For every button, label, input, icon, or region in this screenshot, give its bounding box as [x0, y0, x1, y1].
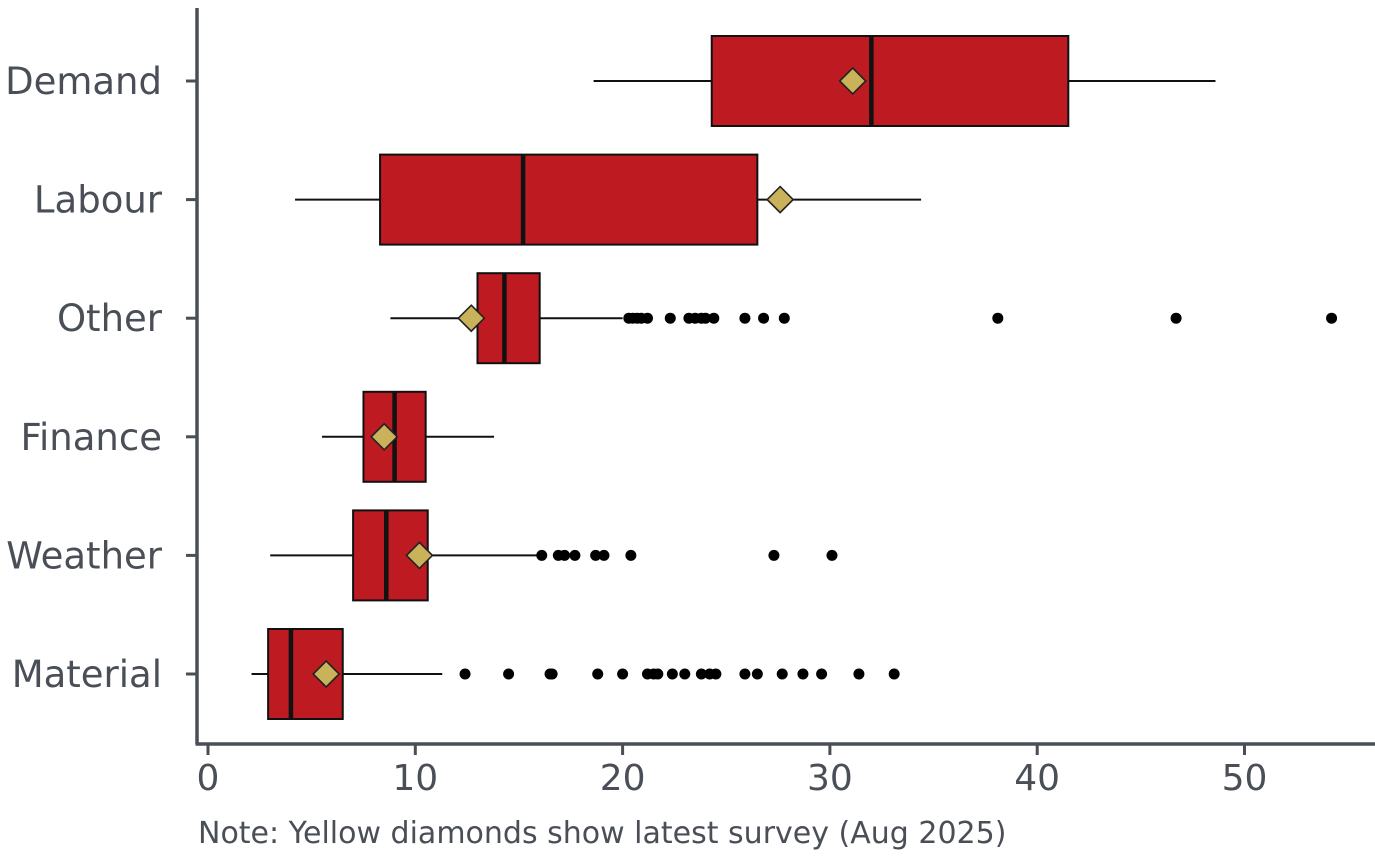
outlier-point: [826, 549, 838, 561]
outlier-point: [739, 668, 751, 680]
box-demand: [593, 35, 1216, 127]
outlier-point: [679, 668, 691, 680]
box-iqr: [710, 35, 1070, 127]
outlier-point: [536, 549, 548, 561]
outlier-point: [546, 668, 558, 680]
category-labels: Demand Labour Other Finance Weather Material: [5, 60, 163, 696]
outlier-point: [739, 312, 751, 324]
outlier-point: [1326, 312, 1338, 324]
category-label-labour: Labour: [34, 179, 163, 222]
outlier-point: [569, 549, 581, 561]
outlier-point: [625, 549, 637, 561]
box-iqr: [379, 153, 759, 246]
category-label-material: Material: [12, 653, 162, 696]
outlier-point: [652, 668, 664, 680]
x-tick-label: 40: [1014, 758, 1060, 799]
latest-survey-diamond: [405, 541, 434, 570]
chart-note: Note: Yellow diamonds show latest survey…: [198, 816, 1007, 851]
category-label-other: Other: [57, 297, 163, 340]
outlier-point: [695, 668, 707, 680]
outlier-point: [664, 312, 676, 324]
outlier-point: [641, 312, 653, 324]
outlier-point: [853, 668, 865, 680]
box-labour: [295, 153, 922, 246]
outlier-point: [776, 668, 788, 680]
box-finance: [322, 390, 495, 483]
outlier-point: [666, 668, 678, 680]
outlier-point: [710, 668, 722, 680]
x-axis-ticks: 0 10 20 30 40 50: [197, 744, 1268, 799]
box-iqr: [476, 272, 541, 365]
latest-survey-diamond: [838, 66, 867, 96]
outlier-point: [590, 549, 602, 561]
outlier-point: [700, 312, 712, 324]
outlier-point: [559, 549, 571, 561]
x-tick-label: 10: [392, 758, 438, 799]
outlier-point: [797, 668, 809, 680]
outlier-point: [592, 668, 604, 680]
latest-survey-diamond: [312, 659, 341, 689]
outlier-point: [503, 668, 515, 680]
box-weather: [270, 509, 838, 602]
outlier-point: [888, 668, 900, 680]
outlier-point: [992, 312, 1004, 324]
category-label-demand: Demand: [5, 60, 162, 103]
category-label-finance: Finance: [20, 416, 162, 459]
x-tick-label: 20: [600, 758, 646, 799]
box-other: [390, 272, 1338, 365]
plot-area: [251, 35, 1338, 720]
latest-survey-diamond: [370, 422, 399, 451]
latest-survey-diamond: [457, 304, 486, 333]
outlier-point: [459, 668, 471, 680]
outlier-point: [778, 312, 790, 324]
latest-survey-diamond: [766, 185, 795, 214]
outlier-point: [768, 549, 780, 561]
outlier-point: [617, 668, 629, 680]
outlier-point: [598, 549, 610, 561]
x-tick-label: 50: [1222, 758, 1268, 799]
category-label-weather: Weather: [6, 534, 163, 577]
outlier-point: [708, 312, 720, 324]
outlier-point: [751, 668, 763, 680]
outlier-point: [816, 668, 828, 680]
x-tick-label: 0: [197, 758, 220, 799]
outlier-point: [758, 312, 770, 324]
axes: [186, 8, 1375, 746]
box-material: [251, 628, 900, 720]
x-tick-label: 30: [807, 758, 853, 799]
outlier-point: [1170, 312, 1182, 324]
